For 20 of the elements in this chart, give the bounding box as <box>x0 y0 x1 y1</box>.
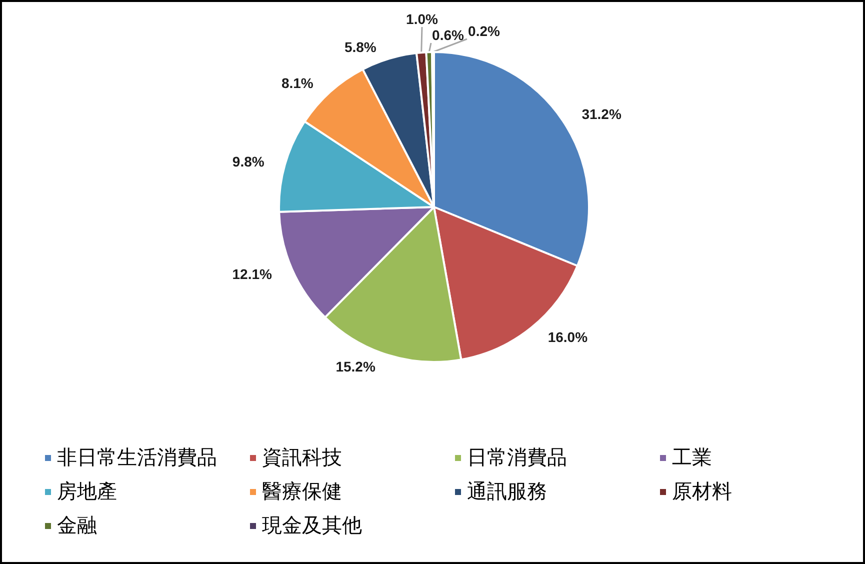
legend-label: 日常消費品 <box>467 447 567 469</box>
data-label: 0.6% <box>432 27 464 43</box>
data-label: 1.0% <box>406 11 438 27</box>
legend-label: 金融 <box>57 515 97 537</box>
data-label: 5.8% <box>344 39 377 56</box>
data-label: 9.8% <box>232 153 265 170</box>
data-label: 8.1% <box>281 74 314 91</box>
legend-label: 工業 <box>672 447 712 469</box>
legend-label: 非日常生活消費品 <box>57 447 217 469</box>
data-label: 31.2% <box>582 106 622 122</box>
data-label: 12.1% <box>232 266 272 282</box>
data-label: 15.2% <box>336 358 376 374</box>
legend-label: 原材料 <box>672 481 732 503</box>
legend-label: 資訊科技 <box>262 447 342 469</box>
data-label: 16.0% <box>548 329 588 346</box>
legend-label: 醫療保健 <box>262 481 342 503</box>
legend-label: 房地產 <box>57 481 117 503</box>
legend-label: 通訊服務 <box>467 481 547 503</box>
legend-label: 現金及其他 <box>262 515 362 537</box>
data-label: 0.2% <box>468 23 500 39</box>
